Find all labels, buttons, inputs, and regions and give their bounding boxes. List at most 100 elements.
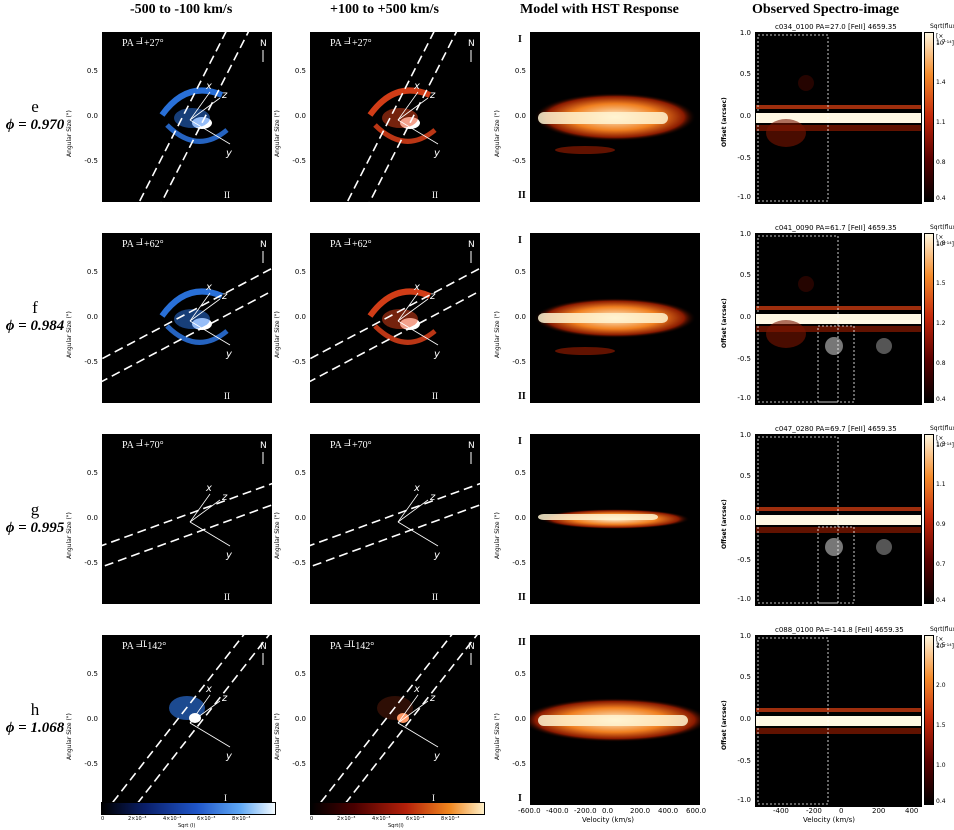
orbit-axes: xz y (189, 81, 233, 159)
model-end-marker: I (518, 793, 522, 804)
red-colorbar (310, 802, 485, 815)
observed-velocity-tick: 0 (839, 807, 844, 815)
observation-title: c047_0280 PA=69.7 [FeII] 4659.35 (775, 425, 897, 433)
slit-outline (102, 466, 272, 583)
angular-tick-label: 0.5 (86, 469, 98, 477)
angular-tick-label: 0.0 (514, 514, 526, 522)
observed-panel (755, 233, 922, 405)
colorbar-tick: 1.7 (936, 39, 946, 46)
observed-panel (755, 434, 922, 606)
masked-region (757, 637, 829, 805)
north-label: N (260, 642, 267, 652)
orbit-axes: xz y (189, 684, 233, 762)
angular-tick-label: -0.5 (512, 157, 526, 165)
column-header-observed: Observed Spectro-image (752, 2, 900, 17)
colorbar-tick: 1.8 (936, 240, 946, 247)
offset-tick-label: -1.0 (737, 193, 751, 201)
observed-panel (755, 32, 922, 204)
angular-tick-label: -0.5 (512, 358, 526, 366)
slit-end-marker: I (432, 793, 435, 803)
angular-tick-label: -0.5 (292, 760, 306, 768)
red-cbar-tick: 6×10⁻³ (406, 816, 425, 822)
angular-tick-label: 0.5 (514, 469, 526, 477)
red-cbar-label: Sqrt(I) (388, 823, 404, 829)
red-cbar-tick: 0 (310, 816, 314, 822)
red-cbar-tick: 2×10⁻³ (337, 816, 356, 822)
model-end-marker: II (518, 391, 526, 402)
x-axis-label: x (413, 282, 420, 293)
y-axis-label: y (433, 751, 441, 762)
slit-outline (310, 466, 480, 583)
x-axis-label: x (205, 282, 212, 293)
slit-start-marker: I (140, 438, 143, 448)
colorbar-tick: 2.0 (936, 682, 946, 689)
orbit-axes: xz y (189, 483, 233, 561)
colorbar-tick: 0.7 (936, 561, 946, 568)
offset-axis-label: Offset (arcsec) (721, 700, 728, 750)
masked-region (757, 34, 829, 202)
angular-tick-label: 0.0 (294, 313, 306, 321)
observed-core (756, 113, 921, 123)
angular-axis-label: Angular Size (") (66, 311, 73, 358)
colorbar-tick: 1.0 (936, 762, 946, 769)
column-header-model: Model with HST Response (520, 2, 679, 17)
offset-tick-label: -0.5 (737, 154, 751, 162)
row-label-f: f ϕ = 0.984 (0, 298, 70, 335)
angular-tick-label: -0.5 (84, 358, 98, 366)
colorbar-title: Sqrt(flux) (930, 626, 954, 633)
observed-core (756, 314, 921, 324)
angular-tick-label: 0.0 (514, 715, 526, 723)
offset-tick-label: 0.0 (739, 514, 751, 522)
offset-tick-label: -0.5 (737, 355, 751, 363)
slit-start-marker: I (348, 237, 351, 247)
north-label: N (260, 39, 267, 49)
model-core (538, 313, 668, 323)
model-start-marker: II (518, 637, 526, 648)
row-label-h: h ϕ = 1.068 (0, 700, 70, 737)
colorbar-title: Sqrt(flux) (930, 23, 954, 30)
offset-tick-label: -0.5 (737, 556, 751, 564)
angular-tick-label: 0.5 (514, 670, 526, 678)
angular-tick-label: -0.5 (292, 157, 306, 165)
z-axis-label: z (429, 492, 436, 503)
angular-tick-label: -0.5 (84, 157, 98, 165)
angular-tick-label: 0.5 (294, 67, 306, 75)
angular-tick-label: 0.5 (514, 268, 526, 276)
x-axis-label: x (413, 483, 420, 494)
angular-tick-label: 0.5 (86, 268, 98, 276)
colorbar-tick: 0.4 (936, 195, 946, 202)
observed-velocity-label: Velocity (km/s) (803, 816, 856, 824)
blue-cbar-tick: 2×10⁻³ (128, 816, 147, 822)
position-angle-label: PA = +27° (122, 38, 164, 49)
z-axis-label: z (429, 90, 436, 101)
slit-end-marker: II (224, 592, 230, 602)
colorbar-title: Sqrt(flux) (930, 425, 954, 432)
angular-tick-label: -0.5 (512, 559, 526, 567)
north-label: N (468, 39, 475, 49)
observed-velocity-tick: 200 (872, 807, 886, 815)
compass: N (468, 39, 475, 62)
orbit-axes: xz y (397, 483, 441, 561)
model-core (538, 514, 658, 520)
model-panel (530, 32, 700, 202)
angular-tick-label: 0.0 (514, 112, 526, 120)
emission-arc (159, 87, 229, 144)
slit-outline (310, 635, 480, 805)
row-letter: h (30, 700, 40, 719)
model-panel (530, 233, 700, 403)
model-velocity-tick: 0.0 (602, 807, 614, 815)
offset-tick-label: -0.5 (737, 757, 751, 765)
orbit-axes: xz y (397, 81, 441, 159)
model-end-marker: II (518, 592, 526, 603)
angular-axis-label: Angular Size (") (494, 713, 501, 760)
offset-tick-label: 0.0 (739, 112, 751, 120)
offset-tick-label: 0.0 (739, 313, 751, 321)
blue-cbar-tick: 6×10⁻³ (197, 816, 216, 822)
angular-tick-label: 0.0 (294, 514, 306, 522)
model-start-marker: I (518, 235, 522, 246)
angular-tick-label: 0.0 (86, 715, 98, 723)
colorbar-scale: [× 10⁻¹⁴] (936, 33, 954, 47)
blue-cbar-tick: 0 (101, 816, 105, 822)
